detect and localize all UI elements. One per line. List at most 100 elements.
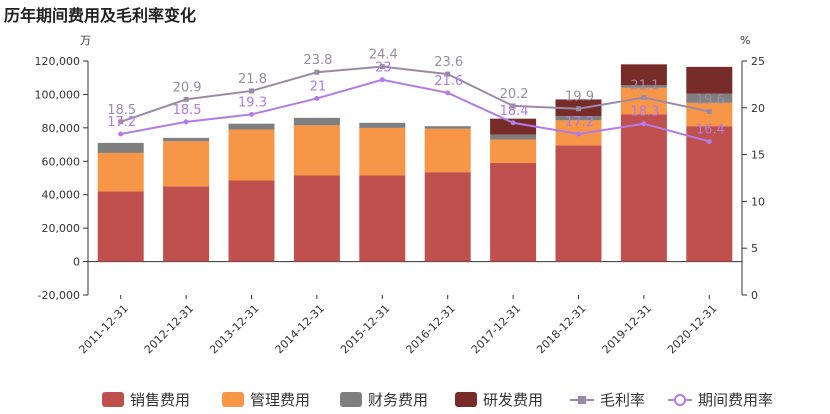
point-label: 16.4 bbox=[696, 122, 725, 137]
bar-segment bbox=[293, 125, 340, 176]
gross-margin-point bbox=[183, 96, 189, 102]
bar-segment bbox=[620, 85, 667, 88]
point-label: 19.9 bbox=[565, 90, 594, 105]
legend-label: 研发费用 bbox=[483, 391, 543, 409]
chart-title: 历年期间费用及毛利率变化 bbox=[4, 6, 196, 25]
bar-segment bbox=[228, 123, 275, 130]
bar-segment bbox=[293, 175, 340, 262]
left-tick-label: 100,000 bbox=[35, 88, 81, 101]
gross-margin-point bbox=[510, 103, 516, 109]
bar-segment bbox=[424, 126, 471, 129]
expense-ratio-point bbox=[183, 119, 189, 125]
x-tick-label: 2016-12-31 bbox=[403, 302, 457, 356]
bar-segment bbox=[163, 141, 210, 187]
bar-segment bbox=[424, 172, 471, 262]
right-tick-label: 0 bbox=[751, 289, 758, 302]
point-label: 20.9 bbox=[173, 80, 202, 95]
expense-ratio-point bbox=[445, 90, 451, 96]
expense-ratio-point bbox=[314, 95, 320, 101]
legend: 销售费用 管理费用 财务费用 研发费用 毛利率 期间费用率 bbox=[102, 391, 773, 409]
right-tick-label: 20 bbox=[751, 102, 765, 115]
point-label: 18.5 bbox=[107, 103, 136, 118]
left-axis-unit: 万 bbox=[80, 34, 91, 47]
bar-segment bbox=[163, 137, 210, 142]
point-label: 18.4 bbox=[500, 104, 529, 119]
bar-segment bbox=[293, 117, 340, 126]
data-labels: 18.5 20.9 21.8 23.8 24.4 23.6 20.2 19.9 21.1 19.6… bbox=[107, 48, 725, 138]
legend-swatch bbox=[455, 392, 477, 407]
point-label: 18.5 bbox=[173, 103, 202, 118]
x-tick-label: 2020-12-31 bbox=[665, 302, 719, 356]
legend-label: 毛利率 bbox=[600, 391, 645, 409]
series-line bbox=[120, 65, 710, 123]
bar-segment bbox=[97, 191, 144, 262]
left-tick-label: -20,000 bbox=[38, 289, 80, 302]
bar-segment bbox=[97, 152, 144, 192]
left-tick-label: 0 bbox=[73, 256, 80, 269]
expense-ratio-point bbox=[576, 131, 581, 137]
x-tick-label: 2017-12-31 bbox=[469, 302, 523, 356]
legend-swatch bbox=[340, 392, 362, 407]
expense-ratio-point bbox=[118, 131, 124, 137]
point-label: 23.6 bbox=[434, 55, 463, 70]
point-label: 18.3 bbox=[630, 105, 659, 120]
gross-margin-point bbox=[379, 64, 385, 70]
bar-segment bbox=[555, 145, 602, 262]
legend-label: 销售费用 bbox=[130, 391, 190, 409]
bar-segment bbox=[490, 134, 537, 140]
bar-segment bbox=[359, 175, 406, 262]
bar-segment bbox=[97, 142, 144, 153]
lines bbox=[118, 64, 712, 144]
bar-segment bbox=[686, 126, 733, 262]
bar-segment bbox=[490, 162, 537, 262]
left-tick-label: 60,000 bbox=[42, 155, 81, 168]
gross-margin-point bbox=[445, 71, 451, 77]
bar-segment bbox=[686, 66, 733, 94]
left-tick-label: 120,000 bbox=[35, 55, 81, 68]
x-tick-label: 2013-12-31 bbox=[207, 302, 261, 356]
bar-segment bbox=[686, 93, 733, 103]
expense-ratio-point bbox=[510, 120, 516, 126]
x-tick-label: 2015-12-31 bbox=[338, 302, 392, 356]
expense-ratio-point bbox=[706, 138, 712, 144]
bar-segment bbox=[359, 127, 406, 176]
legend-marker bbox=[578, 396, 586, 404]
bar-segment bbox=[228, 180, 275, 262]
right-tick-label: 25 bbox=[751, 55, 765, 68]
point-label: 17.2 bbox=[565, 115, 594, 130]
point-label: 21.6 bbox=[434, 74, 463, 89]
legend-swatch bbox=[222, 392, 244, 407]
gross-margin-point bbox=[118, 119, 124, 125]
point-label: 21 bbox=[310, 79, 327, 94]
x-tick-label: 2014-12-31 bbox=[273, 302, 327, 356]
point-label: 21.1 bbox=[630, 79, 659, 94]
gross-margin-point bbox=[706, 109, 712, 115]
point-label: 20.2 bbox=[500, 87, 529, 102]
gross-margin-point bbox=[314, 69, 320, 75]
point-label: 19.3 bbox=[238, 95, 267, 110]
gross-margin-point bbox=[641, 95, 647, 101]
point-label: 19.6 bbox=[696, 93, 725, 108]
point-label: 23 bbox=[375, 61, 392, 76]
point-label: 17.2 bbox=[107, 115, 136, 130]
gross-margin-point bbox=[576, 106, 581, 112]
bar-segment bbox=[490, 139, 537, 163]
right-tick-label: 10 bbox=[751, 195, 765, 208]
bar-segment bbox=[490, 118, 537, 135]
bar-segment bbox=[228, 129, 275, 181]
bar-segment bbox=[424, 128, 471, 173]
expense-ratio-point bbox=[379, 77, 385, 83]
x-tick-label: 2019-12-31 bbox=[600, 302, 654, 356]
bar-segment bbox=[620, 114, 667, 262]
bar-segment bbox=[620, 64, 667, 86]
point-label: 21.8 bbox=[238, 72, 267, 87]
bars bbox=[97, 64, 733, 262]
x-tick-label: 2012-12-31 bbox=[142, 302, 196, 356]
legend-label: 期间费用率 bbox=[698, 391, 773, 409]
x-tick-label: 2018-12-31 bbox=[534, 302, 588, 356]
expense-ratio-point bbox=[249, 111, 254, 117]
bar-segment bbox=[555, 116, 602, 121]
left-tick-label: 80,000 bbox=[42, 122, 81, 135]
